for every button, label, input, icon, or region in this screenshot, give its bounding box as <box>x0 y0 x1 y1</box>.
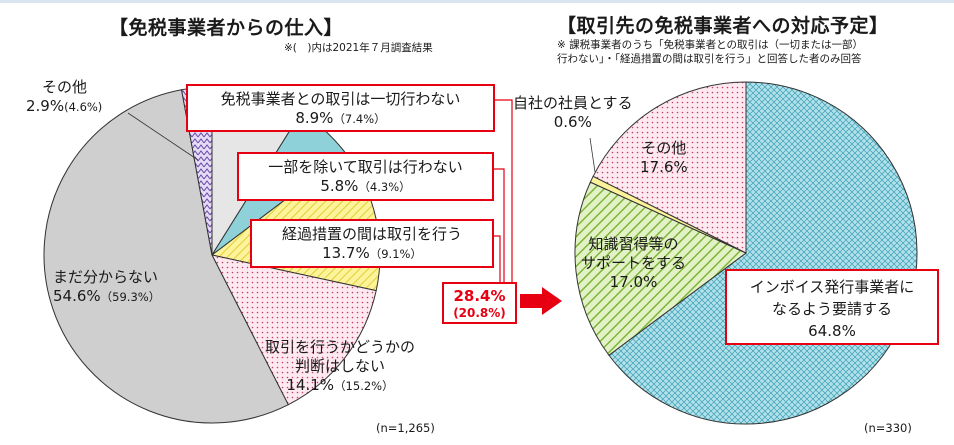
left-slice-undecided <box>211 254 377 406</box>
right-label-invoice: インボイス発行事業者に なるよう要請する 64.8% <box>725 269 939 345</box>
right-note-2: 行わない」・「経過措置の間は取引を行う」と回答した者のみ回答 <box>557 53 862 65</box>
right-label-other: その他 17.6% <box>640 139 688 176</box>
right-title: 【取引先の免税事業者への対応予定】 <box>557 15 889 37</box>
right-note-1: ※ 課税事業者のうち「免税事業者との取引は（一切または一部） <box>557 39 864 51</box>
left-label-partial: 一部を除いて取引は行わない 5.8%（4.3%） <box>237 152 494 201</box>
right-slice-other <box>592 81 747 254</box>
right-slice-support <box>574 181 747 356</box>
combined-pct-box: 28.4% (20.8%) <box>442 282 517 324</box>
left-title: 【免税事業者からの仕入】 <box>109 17 344 39</box>
left-n: (n=1,265) <box>376 421 435 435</box>
left-label-other: その他 2.9%(4.6%) <box>26 78 103 115</box>
big-arrow <box>520 287 562 315</box>
left-note: ※( )内は2021年７月調査結果 <box>284 42 433 54</box>
top-rule <box>0 0 954 3</box>
right-n: (n=330) <box>864 421 912 435</box>
left-label-undecided: 取引を行うかどうかの 判断はしない 14.1%（15.2%） <box>265 338 416 394</box>
left-slice-unknown <box>43 89 289 424</box>
right-label-employee: 自社の社員とする 0.6% <box>513 94 633 131</box>
left-label-unknown: まだ分からない 54.6%（59.3%） <box>53 268 161 305</box>
leader-lines <box>127 112 596 173</box>
left-label-none: 免税事業者との取引は一切行わない 8.9%（7.4%） <box>186 84 495 132</box>
bracket-lines <box>494 99 513 282</box>
left-label-transition: 経過措置の間は取引を行う 13.7%（9.1%） <box>250 219 494 268</box>
right-label-support: 知識習得等の サポートをする 17.0% <box>581 235 687 291</box>
